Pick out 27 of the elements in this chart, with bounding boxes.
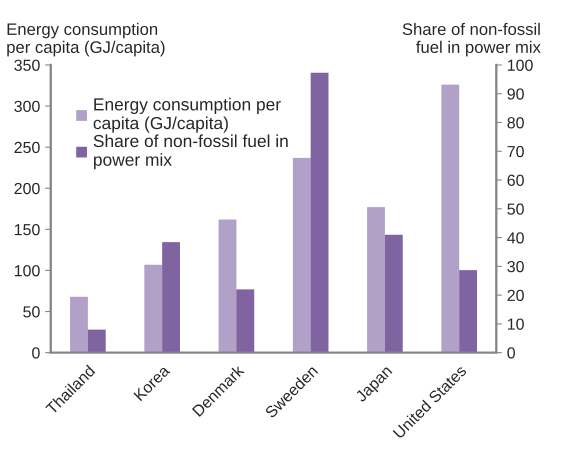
- y-tick-label: 300: [14, 100, 40, 112]
- y2-tick-label: 40: [507, 232, 524, 244]
- y2-axis-title: Share of non-fossil fuel in power mix: [402, 22, 541, 56]
- y2-tick-label: 70: [508, 146, 524, 158]
- bar: [441, 84, 460, 353]
- y2-tick-label: 20: [508, 290, 524, 302]
- bar: [70, 296, 88, 353]
- y-axis-title: Energy consumption per capita (GJ/capita): [7, 22, 164, 56]
- y2-tick-label: 30: [507, 260, 524, 272]
- legend-label: Share of non-fossil fuel in power mix: [94, 134, 288, 170]
- y-tick-label: 0: [32, 347, 40, 359]
- y2-tick-label: 10: [508, 318, 524, 330]
- y2-tick-label: 0: [507, 347, 515, 359]
- bar: [218, 219, 236, 353]
- y-tick-label: 150: [14, 224, 40, 236]
- y2-tick-label: 80: [507, 117, 524, 128]
- legend-label: Energy consumption per capita (GJ/capita): [94, 98, 281, 133]
- y-tick-label: 200: [14, 182, 40, 194]
- y2-tick-label: 50: [507, 203, 524, 215]
- y2-tick-label: 60: [508, 174, 524, 186]
- y-tick-label: 50: [23, 306, 40, 318]
- y-tick-label: 100: [14, 265, 40, 276]
- bar: [459, 270, 478, 353]
- y2-tick-label: 100: [508, 60, 533, 71]
- y-tick-label: 250: [14, 142, 40, 154]
- y-tick-label: 350: [14, 60, 40, 71]
- y2-tick-label: 90: [507, 88, 524, 100]
